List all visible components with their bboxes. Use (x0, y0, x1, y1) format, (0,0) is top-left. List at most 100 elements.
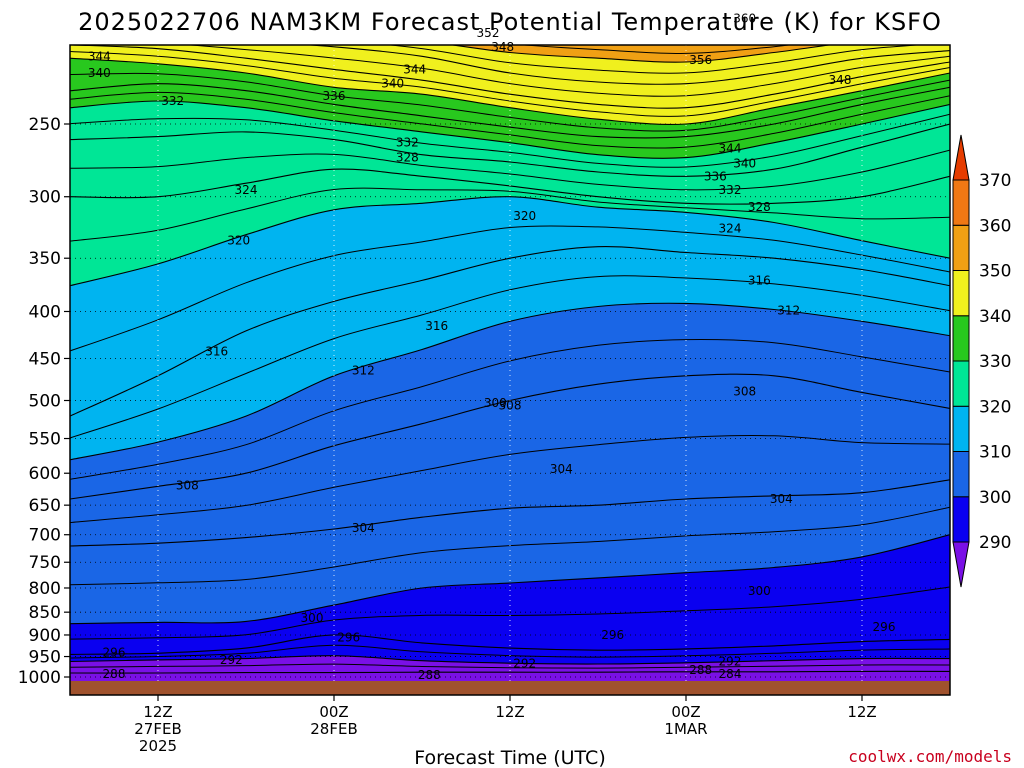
y-tick-label: 700 (29, 526, 61, 546)
colorbar-segment (952, 224, 970, 271)
y-tick-label: 500 (29, 392, 61, 412)
contour-label: 292 (513, 657, 536, 671)
y-tick-label: 300 (29, 188, 61, 208)
contour-328 (70, 123, 950, 177)
contour-label: 288 (418, 668, 441, 682)
band-fill-352 (453, 45, 829, 63)
contour-326 (70, 149, 950, 191)
colorbar: 290 300 310 320 330 340 350 360 370 (952, 134, 1011, 588)
gridlines (70, 45, 950, 695)
y-tick-label: 550 (29, 430, 61, 450)
contour-340 (70, 57, 950, 126)
x-tick-label: 1MAR (664, 720, 707, 738)
contour-label: 308 (733, 385, 756, 399)
x-tick-label: 27FEB (134, 720, 181, 738)
contour-labels: 3443403323243203163123083043002962922883… (88, 12, 896, 682)
colorbar-max-arrow (952, 134, 970, 181)
contour-label: 332 (719, 183, 742, 197)
contour-label: 296 (103, 645, 126, 659)
y-tick-label: 400 (29, 302, 61, 322)
colorbar-label: 300 (979, 488, 1011, 508)
contour-label: 332 (396, 136, 419, 150)
colorbar-min-arrow (952, 541, 970, 588)
x-tick-label: 00Z (319, 703, 348, 721)
contour-label: 316 (205, 344, 228, 358)
credit-text: coolwx.com/models (848, 747, 1012, 766)
colorbar-label: 370 (979, 171, 1011, 191)
contour-290 (70, 663, 950, 669)
contour-label: 332 (161, 94, 184, 108)
contour-label: 300 (301, 611, 324, 625)
x-tick-label: 12Z (495, 703, 524, 721)
contour-label: 328 (748, 200, 771, 214)
contour-label: 300 (484, 396, 507, 410)
colorbar-label: 330 (979, 352, 1011, 372)
contour-338 (70, 72, 950, 132)
contour-352 (449, 45, 833, 63)
y-tick-label: 750 (29, 553, 61, 573)
colorbar-segment (952, 496, 970, 543)
colorbar-segment (952, 315, 970, 362)
contour-label: 308 (176, 479, 199, 493)
contour-label: 356 (689, 53, 712, 67)
y-tick-label: 1000 (18, 668, 61, 688)
contour-label: 348 (491, 40, 514, 54)
x-axis-label: Forecast Time (UTC) (414, 747, 605, 768)
x-tick-label: 12Z (847, 703, 876, 721)
x-tick-label: 00Z (671, 703, 700, 721)
contour-344 (70, 45, 950, 109)
contour-288 (70, 670, 950, 674)
contour-334 (70, 91, 950, 149)
contour-label: 292 (719, 655, 742, 669)
contour-label: 312 (777, 303, 800, 317)
contour-label: 304 (352, 521, 375, 535)
y-tick-label: 450 (29, 349, 61, 369)
y-tick-label: 650 (29, 496, 61, 516)
contour-label: 340 (381, 77, 404, 91)
colorbar-segment (952, 405, 970, 452)
contour-346 (183, 45, 950, 97)
y-tick-label: 850 (29, 603, 61, 623)
y-tick-label: 950 (29, 648, 61, 668)
colorbar-segment (952, 270, 970, 317)
x-tick-label: 12Z (143, 703, 172, 721)
colorbar-segment (952, 179, 970, 226)
contour-label: 340 (733, 156, 756, 170)
contour-label: 296 (601, 628, 624, 642)
contour-label: 360 (733, 12, 756, 26)
colorbar-label: 310 (979, 443, 1011, 463)
contour-label: 308 (499, 398, 522, 412)
y-tick-label: 900 (29, 626, 61, 646)
contour-label: 288 (103, 667, 126, 681)
contour-label: 288 (689, 663, 712, 677)
y-tick-label: 800 (29, 579, 61, 599)
contour-label: 344 (88, 49, 111, 63)
contour-label: 316 (425, 319, 448, 333)
contour-label: 348 (829, 73, 852, 87)
contour-350 (386, 45, 925, 74)
colorbar-label: 290 (979, 533, 1011, 553)
contour-label: 300 (748, 584, 771, 598)
terrain-fill (70, 681, 950, 695)
contour-label: 340 (88, 66, 111, 80)
colorbar-label: 340 (979, 307, 1011, 327)
colorbar-segment (952, 360, 970, 407)
colorbar-label: 350 (979, 262, 1011, 282)
contour-312 (70, 302, 950, 461)
contour-label: 296 (337, 631, 360, 645)
contour-label: 324 (235, 183, 258, 197)
contour-label: 336 (704, 169, 727, 183)
contour-label: 312 (352, 364, 375, 378)
contour-label: 296 (873, 620, 896, 634)
contour-318 (70, 225, 950, 352)
contour-label: 324 (719, 222, 742, 236)
filled-contours (70, 45, 950, 695)
contour-label: 344 (403, 62, 426, 76)
x-tick-label: 2025 (139, 737, 177, 755)
chart-title: 2025022706 NAM3KM Forecast Potential Tem… (78, 8, 942, 36)
colorbar-label: 360 (979, 216, 1011, 236)
contour-314 (70, 275, 950, 439)
contour-296 (70, 634, 950, 655)
contour-label: 292 (220, 653, 243, 667)
contour-label: 320 (227, 234, 250, 248)
